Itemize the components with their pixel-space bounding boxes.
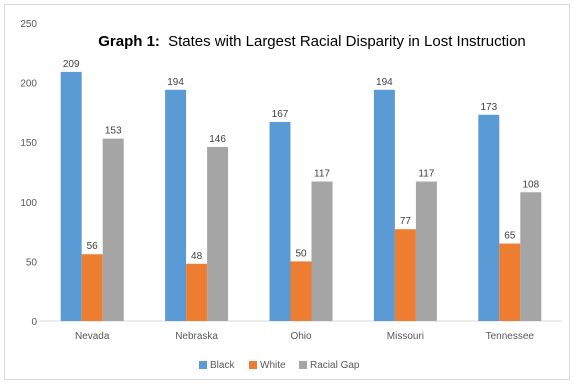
x-tick-label: Tennessee (486, 331, 535, 342)
bar-black (165, 89, 187, 321)
x-tick-label: Nevada (75, 331, 110, 342)
bar-racial-gap (520, 192, 542, 321)
bar-black (478, 114, 500, 321)
data-labels-group: 209 56 153 194 48 146 167 50 117 194 77 117 173 65 108 (63, 59, 540, 262)
x-tick-label: Ohio (290, 331, 312, 342)
y-tick-label: 150 (20, 138, 37, 149)
data-label: 50 (295, 248, 307, 259)
data-label: 108 (522, 179, 539, 190)
chart-title-prefix: Graph 1: (98, 33, 160, 50)
bar-white (81, 254, 103, 321)
y-tick-label: 250 (20, 19, 37, 30)
bar-white (290, 261, 312, 321)
data-label: 56 (87, 241, 99, 252)
y-axis-ticks: 0 50 100 150 200 250 (20, 19, 37, 328)
bar-white (394, 229, 416, 321)
y-tick-label: 50 (26, 257, 38, 268)
bars-group (60, 71, 542, 321)
bar-black (373, 89, 395, 321)
y-tick-label: 100 (20, 198, 37, 209)
legend-swatch (299, 361, 307, 369)
bar-white (186, 263, 208, 321)
bar-racial-gap (207, 146, 229, 321)
chart-title: Graph 1: States with Largest Racial Disp… (98, 33, 526, 50)
data-label: 153 (105, 126, 122, 137)
legend-label: Black (210, 360, 235, 371)
chart-title-text: States with Largest Racial Disparity in … (168, 33, 526, 50)
data-label: 173 (480, 102, 497, 113)
bar-racial-gap (311, 181, 333, 321)
y-tick-label: 0 (31, 317, 37, 328)
data-label: 117 (314, 169, 330, 180)
bar-white (499, 243, 521, 321)
bar-black (269, 121, 291, 321)
legend-swatch (199, 361, 207, 369)
data-label: 209 (63, 59, 80, 70)
bar-racial-gap (415, 181, 437, 321)
y-tick-label: 200 (20, 79, 37, 90)
x-tick-label: Nebraska (175, 331, 218, 342)
legend-swatch (249, 361, 257, 369)
x-axis-ticks: Nevada Nebraska Ohio Missouri Tennessee (75, 331, 534, 342)
data-label: 77 (400, 216, 412, 227)
data-label: 194 (376, 77, 393, 88)
data-label: 117 (418, 169, 434, 180)
data-label: 65 (504, 231, 516, 242)
data-label: 167 (272, 109, 289, 120)
legend: Black White Racial Gap (199, 360, 360, 371)
data-label: 48 (191, 251, 203, 262)
bar-black (60, 71, 82, 321)
data-label: 146 (209, 134, 226, 145)
bar-racial-gap (102, 138, 124, 321)
data-label: 194 (167, 77, 184, 88)
legend-label: White (260, 360, 286, 371)
x-tick-label: Missouri (387, 331, 424, 342)
legend-label: Racial Gap (310, 360, 360, 371)
